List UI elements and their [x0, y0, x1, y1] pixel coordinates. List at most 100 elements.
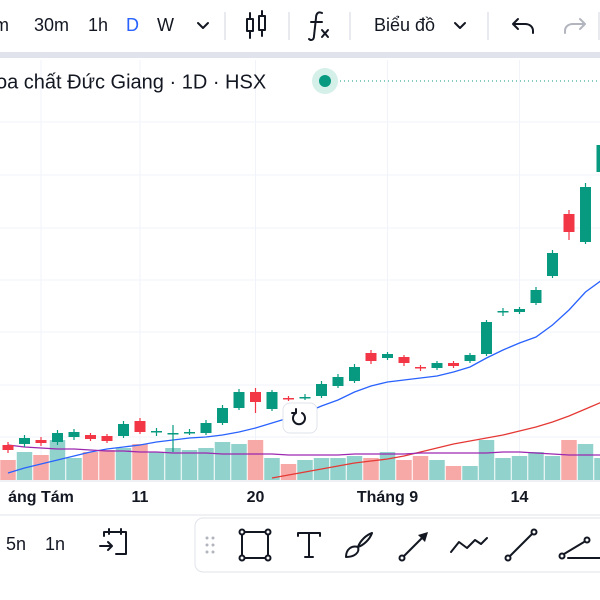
volume-bar	[33, 455, 49, 480]
volume-bar	[594, 458, 600, 480]
candle-body	[101, 436, 113, 441]
volume-bar	[247, 440, 264, 480]
top-toolbar: m 30m 1h D W Biểu đồ	[0, 0, 600, 58]
volume-bar	[231, 444, 247, 480]
trend-line-tool[interactable]	[504, 528, 538, 562]
drawing-toolbar	[194, 517, 600, 573]
volume-bar	[132, 444, 148, 480]
volume-bar	[379, 452, 396, 480]
range-button[interactable]: 5n	[6, 534, 26, 554]
ma-line	[7, 444, 600, 456]
candle-body	[134, 421, 146, 432]
drag-handle[interactable]	[205, 536, 215, 554]
volume-bar	[280, 464, 297, 480]
reset-bg[interactable]	[282, 402, 318, 434]
goto-date-icon[interactable]	[99, 528, 127, 555]
candle-body	[596, 145, 600, 172]
interval-active[interactable]: D	[126, 15, 139, 35]
volume-bar	[363, 458, 379, 480]
volume-bar	[561, 440, 577, 480]
candle-body	[530, 290, 542, 303]
volume-bar	[429, 460, 445, 480]
volume-bar	[297, 460, 313, 480]
volume-bar	[66, 458, 82, 480]
ma-line	[271, 402, 600, 479]
chevron[interactable]	[197, 22, 209, 29]
v-grid	[40, 60, 520, 480]
arrow-tool[interactable]	[398, 532, 429, 562]
x-tick-label: Tháng 9	[357, 489, 418, 506]
volume-bar	[198, 448, 214, 480]
volume-bar	[462, 466, 478, 480]
reset-button[interactable]	[282, 402, 318, 434]
candle-body	[250, 392, 261, 402]
candle-body	[68, 432, 80, 437]
volume-bar	[82, 452, 99, 480]
volume-bar	[181, 450, 198, 480]
candle-body	[481, 322, 492, 354]
candle-body	[85, 435, 96, 439]
volume-bar	[214, 442, 231, 480]
toolbar-bg	[0, 0, 600, 52]
candle-body	[415, 367, 426, 369]
candle-body	[299, 397, 311, 399]
interval[interactable]: m	[0, 15, 9, 35]
legend-title: oa chất Đức Giang · 1D · HSX	[0, 71, 266, 93]
candle-body	[200, 423, 212, 433]
volume-bar	[544, 456, 561, 480]
indicators-icon[interactable]	[308, 11, 329, 41]
candle-body	[365, 353, 377, 361]
volume-bar	[412, 456, 429, 480]
volume-bar	[511, 456, 528, 480]
volume-bar	[478, 440, 495, 480]
ray-tool[interactable]	[558, 536, 600, 560]
brush-tool[interactable]	[345, 532, 373, 558]
candle-body	[431, 363, 443, 368]
interval[interactable]: 30m	[34, 15, 69, 35]
candle-body	[580, 187, 591, 242]
drawing-panel	[194, 517, 600, 573]
candle-body	[382, 354, 393, 358]
reset-icon[interactable]	[291, 408, 306, 426]
chart-menu[interactable]: Biểu đồ	[374, 15, 435, 35]
candle-body	[19, 438, 30, 444]
volume-bar	[148, 452, 165, 480]
candle-body	[398, 357, 410, 363]
price-dot[interactable]	[319, 75, 331, 87]
x-axis-labels: áng Tám 11 20 Tháng 9 14	[8, 489, 528, 506]
volume-bar	[495, 458, 511, 480]
h-grid	[0, 121, 600, 438]
toolbar-divider	[0, 52, 600, 58]
candle-body	[332, 377, 344, 386]
range-button[interactable]: 1n	[45, 534, 65, 554]
volume-bar	[115, 448, 132, 480]
redo[interactable]	[564, 18, 586, 34]
x-tick-label: 11	[132, 489, 149, 506]
candle-body	[497, 311, 509, 313]
volume-bar	[264, 458, 280, 480]
path-tool[interactable]	[450, 537, 488, 553]
candle-body	[184, 432, 195, 434]
volume-bar	[99, 450, 115, 480]
ma-layer	[7, 280, 600, 479]
volume-bar	[330, 458, 346, 480]
rect-tool[interactable]	[238, 528, 272, 562]
ma-line	[7, 280, 600, 474]
candle-body	[547, 253, 558, 276]
candle-body	[2, 445, 14, 450]
interval[interactable]: 1h	[88, 15, 108, 35]
candle-body	[464, 355, 476, 361]
candle-body	[448, 363, 459, 366]
interval[interactable]: W	[157, 15, 174, 35]
volume-bar	[16, 452, 33, 480]
candle-layer	[2, 145, 600, 453]
text-tool[interactable]	[297, 532, 321, 558]
candle-body	[233, 392, 245, 408]
volume-bar	[445, 466, 462, 480]
candle-body	[563, 214, 575, 232]
volume-bar	[346, 456, 363, 480]
undo[interactable]	[512, 18, 534, 34]
chevron[interactable]	[454, 22, 466, 29]
candle-icon[interactable]	[246, 10, 266, 39]
